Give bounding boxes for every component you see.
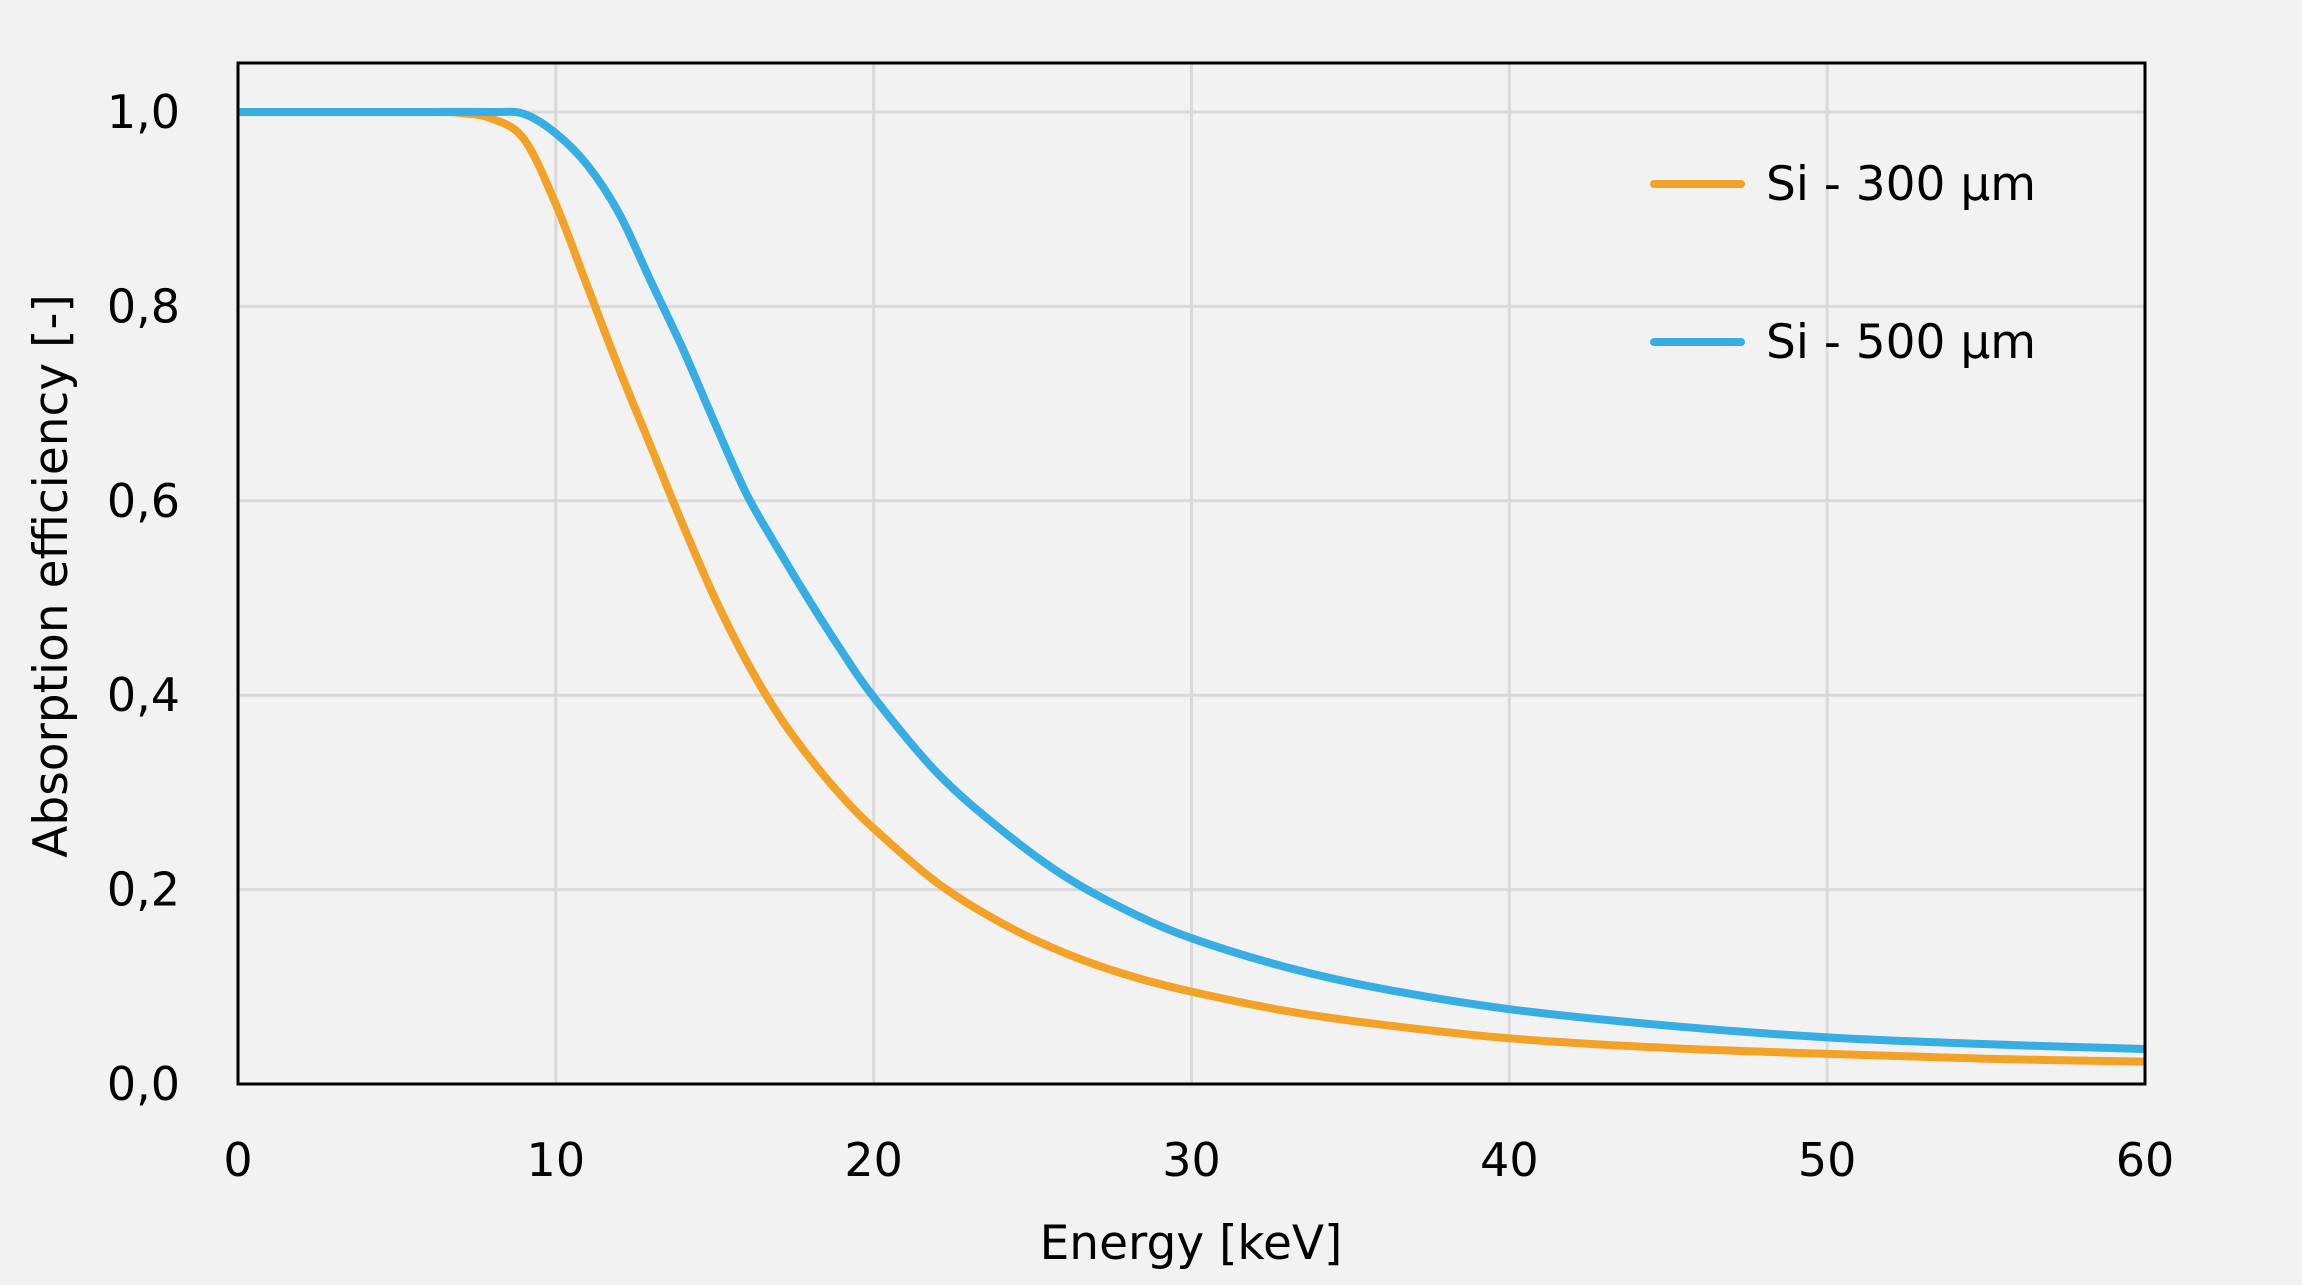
legend: Si - 300 µm Si - 500 µm	[1650, 157, 2036, 370]
y-tick-label: 0,4	[107, 668, 180, 722]
x-tick-label: 40	[1480, 1133, 1539, 1187]
x-tick-label: 0	[223, 1133, 252, 1187]
y-tick-label: 0,0	[107, 1057, 180, 1111]
y-tick-labels: 0,0 0,2 0,4 0,6 0,8 1,0	[107, 85, 180, 1111]
x-tick-label: 50	[1798, 1133, 1857, 1187]
legend-item: Si - 300 µm	[1650, 157, 2036, 212]
y-tick-label: 0,2	[107, 863, 180, 917]
y-tick-label: 0,6	[107, 474, 180, 528]
series-line-si-500um	[238, 107, 2146, 1054]
plot-frame	[236, 61, 2147, 1086]
gridlines	[238, 63, 2145, 1084]
series-lines	[238, 107, 2146, 1066]
x-axis-title: Energy [keV]	[1040, 1216, 1343, 1271]
x-tick-label: 20	[844, 1133, 903, 1187]
x-tick-label: 60	[2116, 1133, 2175, 1187]
y-tick-label: 0,8	[107, 279, 180, 333]
legend-item: Si - 500 µm	[1650, 315, 2036, 370]
legend-label: Si - 300 µm	[1766, 157, 2036, 212]
legend-label: Si - 500 µm	[1766, 315, 2036, 370]
y-axis-title: Absorption efficiency [-]	[24, 294, 79, 858]
x-tick-label: 10	[527, 1133, 586, 1187]
x-tick-labels: 0 10 20 30 40 50 60	[223, 1133, 2174, 1187]
x-tick-label: 30	[1162, 1133, 1221, 1187]
series-line-si-300um	[238, 107, 2146, 1066]
y-tick-label: 1,0	[107, 85, 180, 139]
